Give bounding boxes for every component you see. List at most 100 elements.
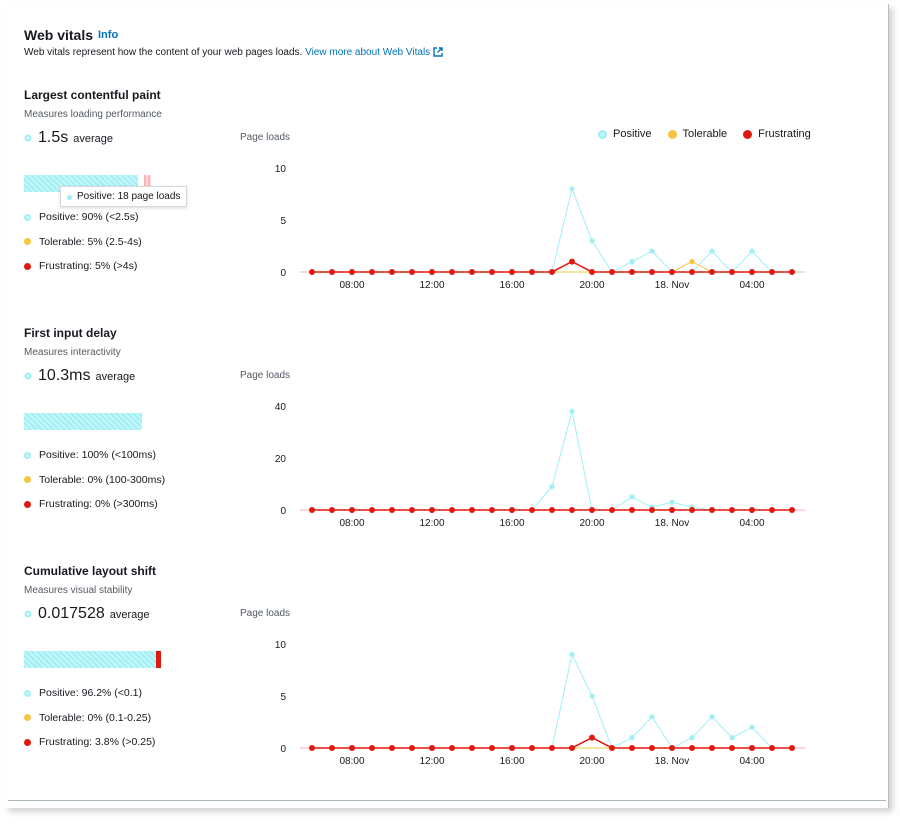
y-tick-label: 10	[275, 640, 287, 651]
distribution-bar[interactable]	[24, 651, 162, 668]
distribution-bar[interactable]	[24, 413, 142, 430]
legend-positive[interactable]: Positive	[598, 128, 652, 140]
lcp-section: Largest contentful paint Measures loadin…	[0, 88, 880, 318]
data-point-frustrating	[589, 734, 595, 741]
data-point-positive	[749, 724, 755, 730]
data-point-positive	[589, 693, 595, 699]
data-point-frustrating	[589, 507, 595, 513]
data-point-frustrating	[569, 258, 575, 265]
average-label: average	[109, 609, 150, 621]
positive-dot-icon	[24, 451, 31, 459]
data-point-frustrating	[469, 745, 475, 751]
x-tick-label: 08:00	[339, 280, 364, 291]
data-point-frustrating	[709, 269, 715, 275]
data-point-frustrating	[369, 745, 375, 751]
data-point-frustrating	[769, 745, 775, 751]
x-tick-label: 18. Nov	[655, 280, 689, 291]
data-point-frustrating	[569, 507, 575, 513]
frustrating-dot-icon	[24, 738, 31, 746]
positive-dot-icon	[24, 213, 31, 221]
y-tick-label: 10	[275, 164, 287, 175]
header-description: Web vitals represent how the content of …	[24, 47, 443, 58]
chart-legend: Positive Tolerable Frustrating	[598, 128, 811, 140]
series-line-positive	[312, 411, 792, 511]
series-line-positive	[312, 187, 792, 273]
section-subtitle: Measures loading performance	[24, 109, 162, 120]
description-text: Web vitals represent how the content of …	[24, 47, 303, 58]
data-point-positive	[569, 651, 575, 657]
y-axis-title: Page loads	[240, 132, 291, 143]
legend-item-positive: Positive: 90% (<2.5s)	[24, 205, 142, 230]
data-point-frustrating	[329, 745, 335, 751]
frustrating-dot-icon	[743, 129, 753, 139]
x-tick-label: 18. Nov	[655, 518, 689, 529]
data-point-frustrating	[449, 745, 455, 751]
info-link[interactable]: Info	[98, 29, 119, 41]
positive-dot-icon	[24, 134, 32, 142]
data-point-frustrating	[429, 507, 435, 513]
data-point-frustrating	[669, 269, 675, 275]
data-point-frustrating	[309, 507, 315, 513]
data-point-frustrating	[569, 745, 575, 751]
data-point-frustrating	[609, 269, 615, 275]
data-point-frustrating	[389, 269, 395, 275]
data-point-frustrating	[689, 745, 695, 751]
data-point-frustrating	[469, 507, 475, 513]
lcp-chart[interactable]: 0 5 10 08:00 12:00 16:00 20:00 18. Nov 04:00	[0, 88, 880, 318]
web-vitals-link[interactable]: View more about Web Vitals	[305, 47, 443, 58]
y-tick-label: 5	[280, 692, 286, 703]
divider	[8, 800, 886, 801]
y-tick-label: 40	[275, 402, 287, 413]
data-point-frustrating	[409, 745, 415, 751]
legend-frustrating[interactable]: Frustrating	[743, 128, 811, 140]
x-tick-label: 16:00	[499, 756, 524, 767]
data-point-frustrating	[309, 745, 315, 751]
data-point-frustrating	[529, 507, 535, 513]
legend-item-frustrating: Frustrating: 3.8% (>0.25)	[24, 730, 155, 755]
cls-chart[interactable]: 0 5 10 08:00 12:00 16:00 20:00 18. Nov 04:00	[0, 564, 880, 794]
data-point-frustrating	[749, 507, 755, 513]
positive-dot-icon	[67, 195, 72, 200]
data-point-frustrating	[729, 745, 735, 751]
tolerable-dot-icon	[24, 238, 31, 246]
series-line-positive	[312, 652, 792, 749]
data-point-frustrating	[649, 507, 655, 513]
average-number: 0.017528	[38, 605, 105, 622]
fid-section: First input delay Measures interactivity…	[0, 326, 880, 556]
data-point-frustrating	[769, 507, 775, 513]
bar-positive[interactable]	[24, 413, 142, 430]
bar-frustrating[interactable]	[144, 175, 151, 192]
positive-dot-icon	[598, 129, 607, 139]
data-point-frustrating	[549, 745, 555, 751]
fid-chart[interactable]: 0 20 40 08:00 12:00 16:00 20:00 18. Nov 04:00	[0, 326, 880, 556]
data-point-frustrating	[709, 745, 715, 751]
y-tick-label: 5	[280, 216, 286, 227]
data-point-frustrating	[489, 507, 495, 513]
data-point-frustrating	[429, 269, 435, 275]
data-point-frustrating	[749, 269, 755, 275]
data-point-frustrating	[629, 269, 635, 275]
x-tick-label: 20:00	[579, 280, 604, 291]
y-tick-label: 0	[280, 744, 286, 755]
positive-dot-icon	[24, 610, 32, 618]
x-tick-label: 20:00	[579, 518, 604, 529]
x-tick-label: 12:00	[419, 518, 444, 529]
data-point-frustrating	[789, 745, 795, 751]
positive-dot-icon	[24, 372, 32, 380]
data-point-frustrating	[549, 507, 555, 513]
legend-tolerable[interactable]: Tolerable	[667, 128, 727, 140]
x-tick-label: 16:00	[499, 518, 524, 529]
bar-frustrating[interactable]	[156, 651, 161, 668]
section-title: Largest contentful paint	[24, 88, 161, 102]
x-tick-label: 16:00	[499, 280, 524, 291]
average-number: 10.3ms	[38, 367, 91, 384]
data-point-frustrating	[409, 507, 415, 513]
bar-positive[interactable]	[24, 651, 156, 668]
section-title: Cumulative layout shift	[24, 564, 157, 578]
data-point-positive	[549, 484, 555, 490]
section-title: First input delay	[24, 326, 117, 340]
tolerable-dot-icon	[24, 476, 31, 484]
data-point-frustrating	[389, 507, 395, 513]
data-point-frustrating	[329, 269, 335, 275]
data-point-frustrating	[329, 507, 335, 513]
